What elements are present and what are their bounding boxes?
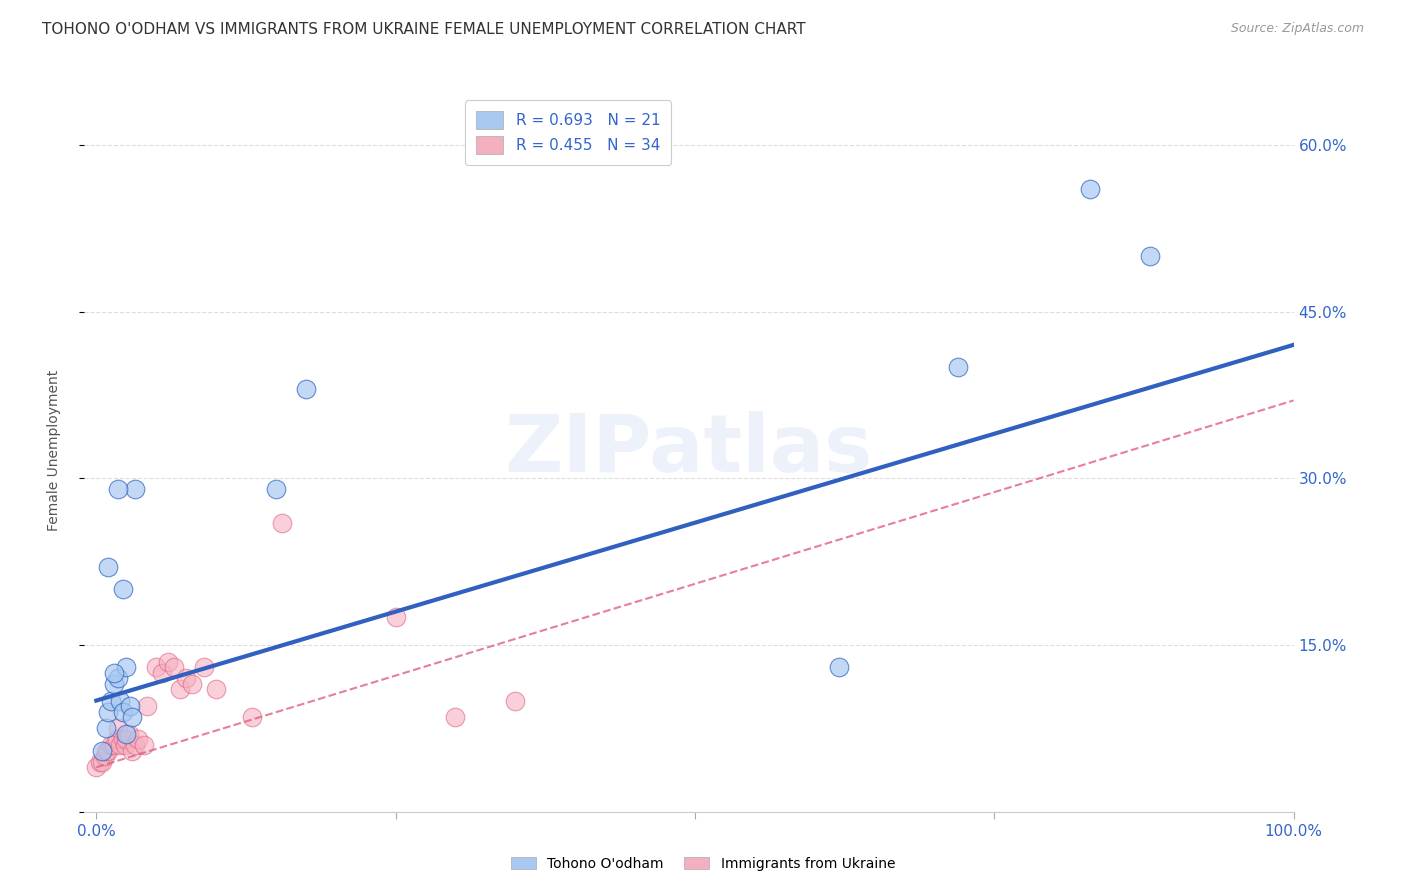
Point [124,483,146,497]
Point [114,738,136,752]
Point [270,516,292,530]
Point [134,738,156,752]
Point [97,705,120,719]
Point [384,610,406,624]
Point [205,682,228,697]
Point [163,660,186,674]
Point [115,732,138,747]
Point [100,693,122,707]
Point [94,743,117,757]
Point [505,693,527,707]
Point [118,727,141,741]
Point [107,483,129,497]
Point [110,738,132,752]
Point [150,665,173,680]
Point [105,732,128,747]
Legend: R = 0.693   N = 21, R = 0.455   N = 34: R = 0.693 N = 21, R = 0.455 N = 34 [465,101,671,165]
Point [264,483,287,497]
Point [115,660,138,674]
Point [97,560,120,574]
Point [89,755,111,769]
Point [86,760,108,774]
Point [107,671,129,685]
Point [827,660,849,674]
Point [111,732,134,747]
Text: Source: ZipAtlas.com: Source: ZipAtlas.com [1230,22,1364,36]
Point [94,722,117,736]
Point [181,677,204,691]
Point [111,582,134,597]
Point [115,727,138,741]
Point [121,743,143,757]
Point [103,738,125,752]
Point [103,677,125,691]
Point [91,743,114,757]
Point [1078,182,1101,196]
Text: ZIPatlas: ZIPatlas [505,411,873,490]
Point [103,665,125,680]
Point [135,699,157,714]
Point [100,738,122,752]
Point [145,660,167,674]
Legend: Tohono O'odham, Immigrants from Ukraine: Tohono O'odham, Immigrants from Ukraine [505,851,901,876]
Point [110,693,132,707]
Point [93,749,115,764]
Point [118,699,141,714]
Point [91,755,114,769]
Point [111,705,134,719]
Point [174,671,197,685]
Point [169,682,191,697]
Point [1139,249,1161,263]
Point [124,738,146,752]
Point [121,710,143,724]
Point [295,382,318,396]
Y-axis label: Female Unemployment: Female Unemployment [46,370,60,531]
Point [193,660,215,674]
Point [444,710,467,724]
Point [97,743,120,757]
Point [127,732,149,747]
Point [107,722,129,736]
Point [157,655,180,669]
Point [240,710,263,724]
Text: TOHONO O'ODHAM VS IMMIGRANTS FROM UKRAINE FEMALE UNEMPLOYMENT CORRELATION CHART: TOHONO O'ODHAM VS IMMIGRANTS FROM UKRAIN… [42,22,806,37]
Point [948,360,970,375]
